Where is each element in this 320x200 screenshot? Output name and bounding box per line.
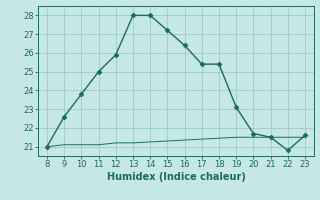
X-axis label: Humidex (Indice chaleur): Humidex (Indice chaleur)	[107, 172, 245, 182]
